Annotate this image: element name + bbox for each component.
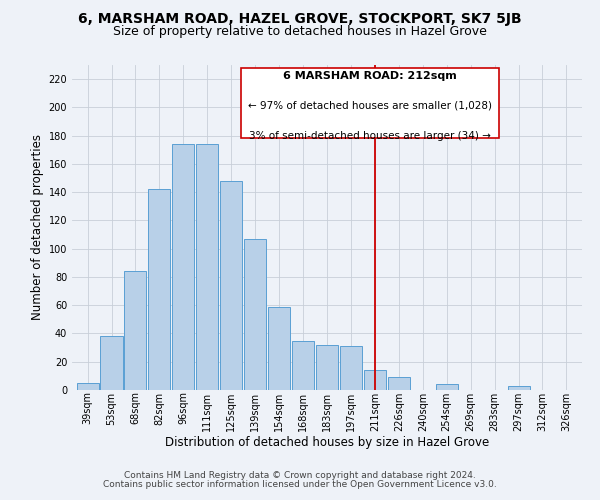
Bar	[268, 306, 290, 390]
Text: 6, MARSHAM ROAD, HAZEL GROVE, STOCKPORT, SK7 5JB: 6, MARSHAM ROAD, HAZEL GROVE, STOCKPORT,…	[78, 12, 522, 26]
Bar	[388, 378, 410, 390]
Text: 6 MARSHAM ROAD: 212sqm: 6 MARSHAM ROAD: 212sqm	[283, 71, 457, 81]
Bar	[77, 383, 98, 390]
Bar	[364, 370, 386, 390]
Bar	[148, 190, 170, 390]
Bar	[220, 181, 242, 390]
X-axis label: Distribution of detached houses by size in Hazel Grove: Distribution of detached houses by size …	[165, 436, 489, 450]
Text: Contains public sector information licensed under the Open Government Licence v3: Contains public sector information licen…	[103, 480, 497, 489]
Y-axis label: Number of detached properties: Number of detached properties	[31, 134, 44, 320]
Bar	[100, 336, 122, 390]
Text: 3% of semi-detached houses are larger (34) →: 3% of semi-detached houses are larger (3…	[249, 131, 491, 141]
Text: Size of property relative to detached houses in Hazel Grove: Size of property relative to detached ho…	[113, 25, 487, 38]
Bar	[340, 346, 362, 390]
Bar	[124, 272, 146, 390]
FancyBboxPatch shape	[241, 68, 499, 138]
Text: Contains HM Land Registry data © Crown copyright and database right 2024.: Contains HM Land Registry data © Crown c…	[124, 471, 476, 480]
Bar	[244, 239, 266, 390]
Bar	[196, 144, 218, 390]
Bar	[436, 384, 458, 390]
Bar	[292, 340, 314, 390]
Text: ← 97% of detached houses are smaller (1,028): ← 97% of detached houses are smaller (1,…	[248, 100, 492, 110]
Bar	[508, 386, 530, 390]
Bar	[316, 345, 338, 390]
Bar	[172, 144, 194, 390]
